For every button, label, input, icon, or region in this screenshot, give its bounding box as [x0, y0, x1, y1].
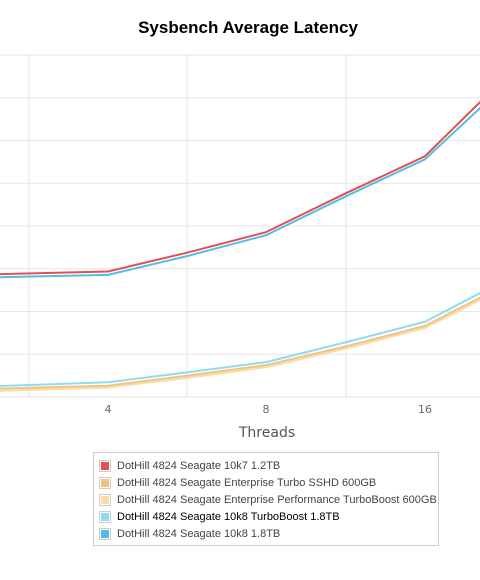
line-chart: 4 8 16 Threads	[0, 54, 480, 441]
data-point	[265, 364, 267, 366]
data-point	[265, 366, 267, 369]
data-point	[186, 371, 188, 374]
legend-item[interactable]: DotHill 4824 Seagate Enterprise Performa…	[99, 492, 438, 509]
data-point	[186, 255, 188, 257]
legend-label: DotHill 4824 Seagate 10k8 TurboBoost 1.8…	[117, 510, 340, 523]
legend-item[interactable]: DotHill 4824 Seagate 10k7 1.2TB	[99, 458, 438, 475]
legend-swatch	[99, 493, 111, 506]
data-point	[345, 345, 347, 348]
legend-label: DotHill 4824 Seagate Enterprise Performa…	[117, 493, 437, 506]
data-point	[345, 195, 347, 198]
data-point	[107, 384, 109, 387]
data-point	[186, 251, 188, 254]
data-point	[424, 158, 426, 161]
x-tick-label: 4	[105, 403, 112, 416]
x-tick-label: 16	[418, 403, 432, 416]
data-point	[107, 386, 109, 389]
legend-label: DotHill 4824 Seagate 10k8 1.8TB	[117, 527, 281, 540]
data-point	[345, 347, 347, 350]
chart-title: Sysbench Average Latency	[138, 18, 358, 37]
x-axis-ticks: 4 8 16	[105, 403, 433, 416]
data-point	[107, 270, 109, 273]
x-tick-label: 8	[263, 403, 270, 416]
data-point	[107, 381, 109, 384]
data-point	[265, 231, 267, 233]
data-point	[186, 374, 188, 377]
data-point	[265, 234, 267, 237]
data-point	[424, 325, 426, 327]
legend-item[interactable]: DotHill 4824 Seagate Enterprise Turbo SS…	[99, 475, 438, 492]
x-axis-title: Threads	[238, 425, 295, 441]
data-point	[345, 192, 347, 194]
legend-label: DotHill 4824 Seagate 10k7 1.2TB	[117, 460, 281, 473]
chart-legend: DotHill 4824 Seagate 10k7 1.2TB DotHill 4…	[93, 452, 439, 546]
series-line-1	[0, 296, 480, 390]
data-point	[107, 274, 109, 276]
legend-label: DotHill 4824 Seagate Enterprise Turbo SS…	[117, 477, 377, 490]
series-lines	[0, 100, 480, 392]
legend-swatch	[99, 510, 111, 523]
legend-swatch	[99, 527, 111, 540]
legend-item[interactable]: DotHill 4824 Seagate 10k8 1.8TB	[99, 525, 438, 542]
data-point	[186, 377, 188, 379]
data-point	[424, 320, 426, 323]
data-point	[424, 155, 426, 158]
legend-swatch	[99, 477, 111, 490]
series-line-2	[0, 298, 480, 392]
data-point	[265, 361, 267, 363]
gridlines	[0, 54, 480, 398]
series-line-0	[0, 100, 480, 276]
legend-swatch	[99, 460, 111, 473]
data-point	[424, 327, 426, 329]
series-line-4	[0, 106, 480, 279]
legend-item[interactable]: DotHill 4824 Seagate 10k8 TurboBoost 1.8…	[99, 508, 438, 525]
data-point	[345, 341, 347, 344]
